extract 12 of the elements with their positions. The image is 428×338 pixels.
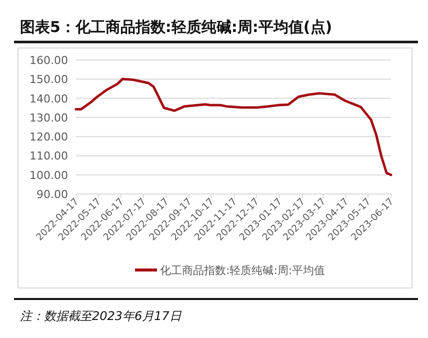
y-tick-label: 160.00 <box>30 54 68 67</box>
y-tick-label: 140.00 <box>30 92 68 106</box>
y-tick-label: 150.00 <box>30 73 68 86</box>
line-series <box>74 78 392 176</box>
chart-title: 图表5：化工商品指数:轻质纯碱:周:平均值(点) <box>20 18 332 36</box>
y-tick-label: 90.00 <box>36 188 68 201</box>
y-tick-label: 110.00 <box>30 150 68 163</box>
y-tick-label: 130.00 <box>30 111 68 124</box>
y-tick-label: 120.00 <box>30 130 68 144</box>
text: 注：数据截至2023年6月17日 <box>20 309 182 323</box>
y-tick-label: 100.00 <box>30 168 68 182</box>
legend: 化工商品指数:轻质纯碱:周:平均值 <box>135 264 326 277</box>
